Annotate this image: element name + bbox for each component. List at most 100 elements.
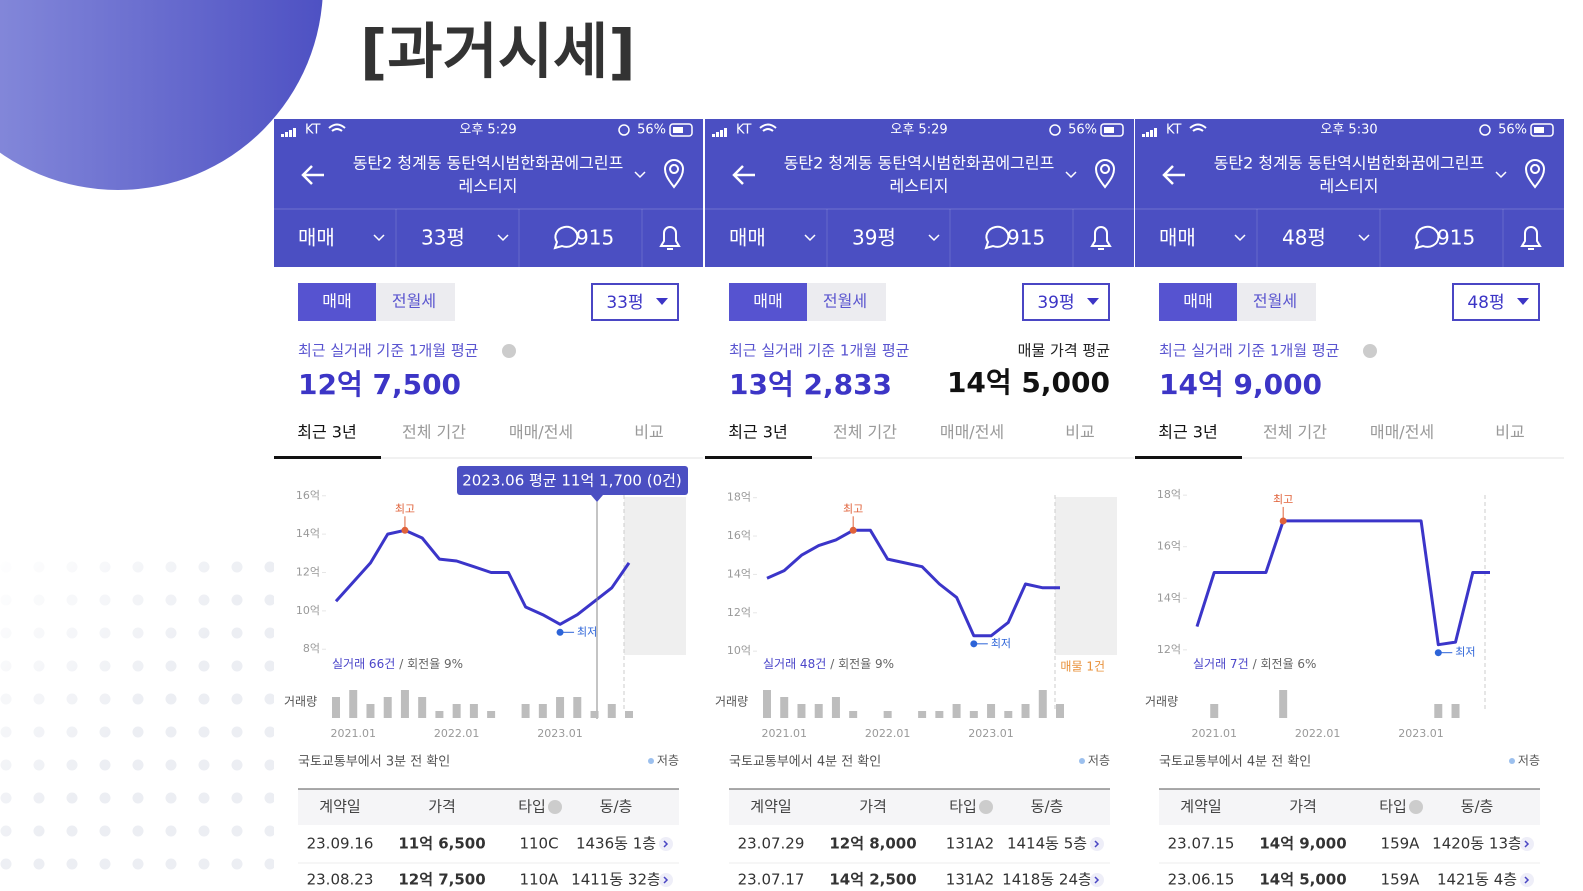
signal-bar <box>724 128 727 137</box>
avg-price: 12억 7,500 <box>298 368 461 401</box>
table-header: 계약일 <box>1180 798 1221 816</box>
bell-icon[interactable] <box>1090 226 1112 250</box>
size-select-label[interactable]: 48평 <box>1467 293 1504 313</box>
table-cell[interactable]: 1421동 4층 <box>1437 871 1517 889</box>
battery-icon <box>1530 123 1554 137</box>
volume-bar <box>469 704 478 718</box>
complex-name[interactable]: 동탄2 청계동 동탄역시범한화꿈에그린프 <box>784 154 1055 173</box>
x-tick-label: 2022.01 <box>1295 727 1341 740</box>
volume-label: 거래량 <box>1145 695 1178 709</box>
signal-bar <box>1150 130 1153 137</box>
comment-count[interactable]: 915 <box>1007 226 1045 250</box>
carrier: KT <box>736 123 752 138</box>
table-cell[interactable]: 1418동 24층 <box>1002 871 1092 889</box>
complex-name[interactable]: 동탄2 청계동 동탄역시범한화꿈에그린프 <box>1214 154 1485 173</box>
table-header: 동/층 <box>1461 798 1494 816</box>
volume-bar <box>1056 704 1064 718</box>
comment-icon[interactable] <box>984 225 1010 250</box>
legend-label: 저층 <box>1088 754 1110 768</box>
location-icon[interactable] <box>663 159 685 189</box>
help-icon <box>502 344 516 358</box>
toggle-option[interactable]: 매매 <box>753 292 782 311</box>
toggle-option[interactable]: 전월세 <box>392 292 436 311</box>
period-tab[interactable]: 전체 기간 <box>833 423 897 442</box>
period-tab[interactable]: 매매/전세 <box>1370 423 1434 442</box>
period-tab[interactable]: 전체 기간 <box>1263 423 1327 442</box>
deal-count: 실거래 48건 <box>763 657 826 671</box>
complex-name[interactable]: 동탄2 청계동 동탄역시범한화꿈에그린프 <box>353 154 624 173</box>
comment-count[interactable]: 915 <box>1437 226 1475 250</box>
signal-bar <box>712 134 715 137</box>
comment-icon[interactable] <box>553 225 579 250</box>
row-arrow <box>663 840 669 848</box>
location-icon[interactable] <box>1094 159 1116 189</box>
x-tick-label: 2021.01 <box>330 727 376 740</box>
deal-summary: 실거래 66건 / 회전율 9% <box>332 657 463 671</box>
volume-bar <box>780 697 789 718</box>
size-select-label[interactable]: 33평 <box>606 293 643 313</box>
period-tab[interactable]: 최근 3년 <box>1158 423 1217 442</box>
decor-circle <box>0 0 323 190</box>
period-tab[interactable]: 최근 3년 <box>297 423 356 442</box>
back-button[interactable] <box>732 165 755 185</box>
table-cell: 131A2 <box>946 835 994 853</box>
location-icon[interactable] <box>1524 159 1546 189</box>
table-cell[interactable]: 1436동 1층 <box>576 835 656 853</box>
toggle-option[interactable]: 매매 <box>322 292 351 311</box>
period-tab[interactable]: 최근 3년 <box>728 423 787 442</box>
comment-icon[interactable] <box>1414 225 1440 250</box>
toggle-option[interactable]: 전월세 <box>1253 292 1297 311</box>
size-select[interactable] <box>1022 283 1110 321</box>
source-note: 국토교통부에서 3분 전 확인 <box>298 755 450 770</box>
app-header <box>705 119 1134 267</box>
bell-icon[interactable] <box>1520 226 1542 250</box>
turnover: / 회전율 9% <box>830 657 894 671</box>
avg-label: 최근 실거래 기준 1개월 평균 <box>729 342 910 360</box>
deal-dropdown[interactable]: 매매 <box>298 226 335 250</box>
comment-count[interactable]: 915 <box>576 226 614 250</box>
size-dropdown[interactable]: 39평 <box>852 226 896 250</box>
volume-bar <box>1279 690 1288 718</box>
back-button[interactable] <box>1162 165 1185 185</box>
help-icon <box>1363 344 1377 358</box>
battery-fill <box>673 127 683 133</box>
volume-bar <box>418 697 427 718</box>
complex-name: 레스티지 <box>890 177 949 196</box>
x-tick-label: 2023.01 <box>537 727 583 740</box>
toggle-option[interactable]: 전월세 <box>823 292 867 311</box>
bell-icon[interactable] <box>659 226 681 250</box>
period-tab[interactable]: 매매/전세 <box>940 423 1004 442</box>
volume-bar <box>349 690 358 718</box>
signal-bar <box>281 134 284 137</box>
deal-dropdown[interactable]: 매매 <box>729 226 766 250</box>
back-button[interactable] <box>301 165 324 185</box>
deal-summary: 실거래 7건 / 회전율 6% <box>1193 657 1316 671</box>
table-header: 타입 <box>518 798 546 816</box>
deal-dropdown[interactable]: 매매 <box>1159 226 1196 250</box>
size-dropdown[interactable]: 48평 <box>1282 226 1326 250</box>
table-cell[interactable]: 1420동 13층 <box>1432 835 1522 853</box>
y-tick-label: 16억 <box>727 529 751 542</box>
wifi-icon <box>328 123 346 132</box>
period-tab[interactable]: 비교 <box>1065 423 1094 442</box>
period-tab[interactable]: 비교 <box>634 423 663 442</box>
table-header: 동/층 <box>600 798 633 816</box>
size-select[interactable] <box>1452 283 1540 321</box>
row-arrow <box>1094 840 1100 848</box>
table-header: 가격 <box>428 798 456 816</box>
size-dropdown[interactable]: 33평 <box>421 226 465 250</box>
toggle-option[interactable]: 매매 <box>1183 292 1212 311</box>
volume-bar <box>1451 704 1460 718</box>
table-cell[interactable]: 1414동 5층 <box>1007 835 1087 853</box>
volume-label: 거래량 <box>284 695 317 709</box>
size-select-label[interactable]: 39평 <box>1037 293 1074 313</box>
period-tab[interactable]: 비교 <box>1495 423 1524 442</box>
table-header: 계약일 <box>319 798 360 816</box>
period-tab[interactable]: 전체 기간 <box>402 423 466 442</box>
row-arrow <box>663 876 669 884</box>
signal-bar <box>1142 134 1145 137</box>
table-cell: 110C <box>519 835 558 853</box>
volume-bar <box>1021 704 1030 718</box>
table-cell[interactable]: 1411동 32층 <box>571 871 661 889</box>
period-tab[interactable]: 매매/전세 <box>509 423 573 442</box>
